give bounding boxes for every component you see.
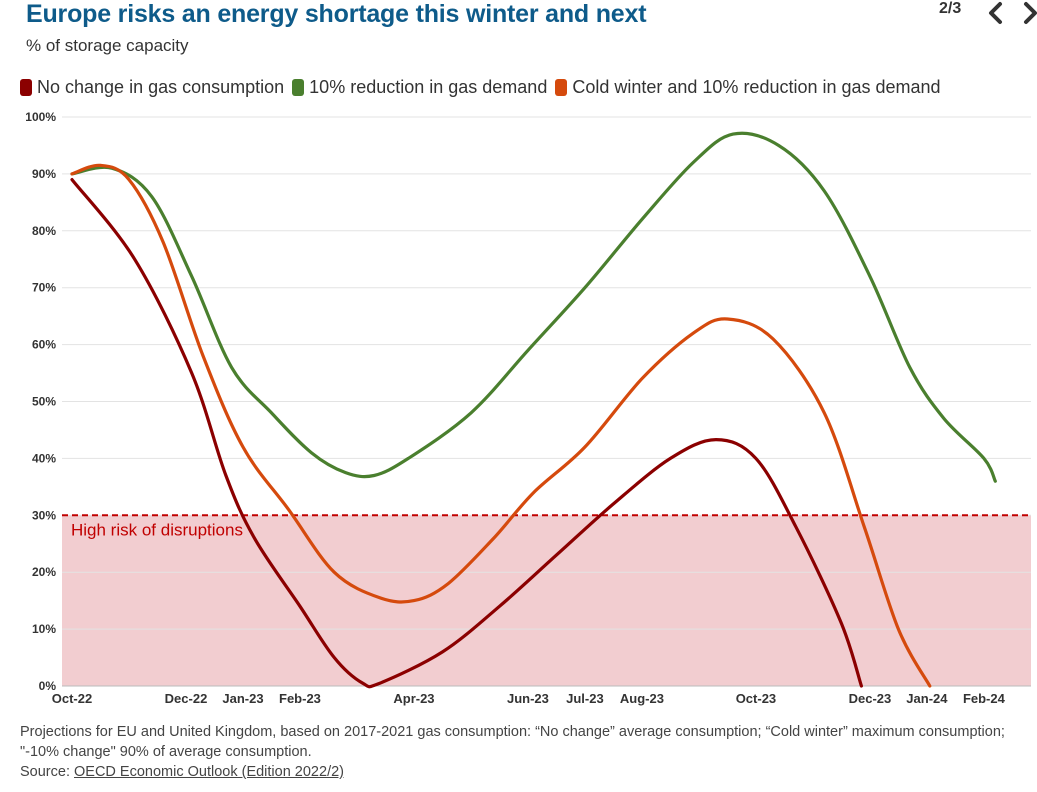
legend-item-reduction[interactable]: 10% reduction in gas demand bbox=[292, 77, 547, 98]
risk-zone bbox=[62, 515, 1031, 686]
x-tick-label: Jun-23 bbox=[507, 691, 549, 706]
x-tick-label: Jul-23 bbox=[566, 691, 604, 706]
y-tick-label: 10% bbox=[32, 622, 56, 636]
y-tick-label: 70% bbox=[32, 281, 56, 295]
y-tick-label: 100% bbox=[25, 110, 56, 124]
x-tick-label: Jan-23 bbox=[222, 691, 263, 706]
legend-swatch bbox=[20, 79, 32, 96]
legend-item-cold-winter[interactable]: Cold winter and 10% reduction in gas dem… bbox=[555, 77, 941, 98]
chart-subtitle: % of storage capacity bbox=[26, 36, 189, 55]
y-tick-label: 0% bbox=[39, 679, 57, 693]
footnote: Projections for EU and United Kingdom, b… bbox=[20, 722, 1020, 782]
risk-threshold-label: High risk of disruptions bbox=[71, 520, 243, 539]
legend-item-no-change[interactable]: No change in gas consumption bbox=[20, 77, 284, 98]
source-label: Source: bbox=[20, 764, 74, 780]
series-line-no-change bbox=[70, 178, 863, 689]
y-tick-label: 60% bbox=[32, 338, 56, 352]
legend-label: No change in gas consumption bbox=[37, 77, 285, 97]
source-link[interactable]: OECD Economic Outlook (Edition 2022/2) bbox=[74, 764, 344, 780]
source-line: Source: OECD Economic Outlook (Edition 2… bbox=[20, 762, 1020, 782]
footnote-text: Projections for EU and United Kingdom, b… bbox=[20, 724, 1005, 760]
series-line-cold-winter bbox=[70, 163, 932, 688]
legend-label: Cold winter and 10% reduction in gas dem… bbox=[572, 77, 941, 97]
x-tick-label: Feb-23 bbox=[279, 691, 321, 706]
chart-title: Europe risks an energy shortage this win… bbox=[26, 0, 647, 28]
legend-swatch bbox=[555, 79, 568, 96]
y-tick-label: 90% bbox=[32, 167, 56, 181]
y-tick-label: 50% bbox=[32, 395, 56, 409]
x-tick-label: Feb-24 bbox=[963, 691, 1006, 706]
legend: No change in gas consumption 10% reducti… bbox=[20, 77, 949, 98]
x-tick-label: Dec-22 bbox=[165, 691, 208, 706]
series-line-reduction bbox=[70, 131, 997, 483]
chevron-right-icon[interactable] bbox=[1017, 0, 1037, 26]
x-tick-label: Aug-23 bbox=[620, 691, 664, 706]
line-chart: High risk of disruptions 0% 10% 20% 30% 40% 5… bbox=[25, 110, 1031, 706]
x-tick-label: Oct-22 bbox=[52, 691, 92, 706]
x-tick-label: Dec-23 bbox=[849, 691, 892, 706]
y-tick-label: 40% bbox=[32, 451, 56, 465]
x-tick-label: Jan-24 bbox=[906, 691, 948, 706]
legend-label: 10% reduction in gas demand bbox=[309, 77, 548, 97]
x-tick-label: Oct-23 bbox=[736, 691, 776, 706]
y-tick-label: 80% bbox=[32, 224, 56, 238]
legend-swatch bbox=[292, 79, 305, 96]
y-tick-label: 20% bbox=[32, 565, 56, 579]
x-tick-label: Apr-23 bbox=[393, 691, 434, 706]
chevron-left-icon[interactable] bbox=[983, 0, 1009, 26]
y-tick-label: 30% bbox=[32, 508, 56, 522]
page-indicator: 2/3 bbox=[939, 0, 962, 17]
